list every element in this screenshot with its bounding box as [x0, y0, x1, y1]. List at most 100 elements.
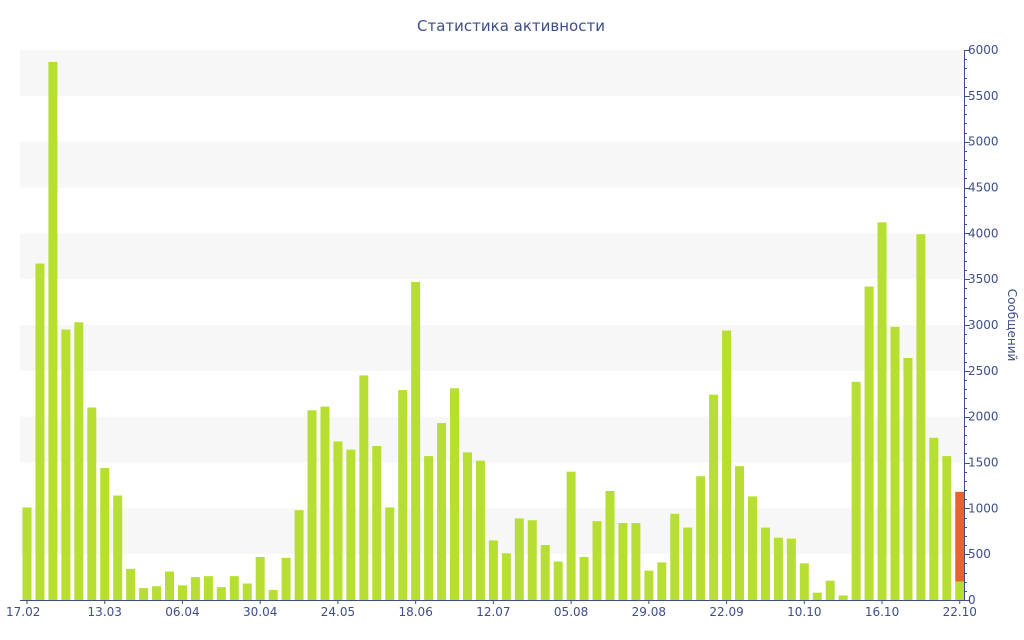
- y-tick-label: 5000: [968, 135, 999, 149]
- bar: [190, 577, 200, 600]
- bar: [722, 330, 732, 600]
- x-tick-label: 30.04: [243, 605, 277, 619]
- x-tick-label: 05.08: [554, 605, 588, 619]
- bar: [359, 375, 369, 600]
- bar: [152, 586, 162, 600]
- bar: [216, 587, 226, 600]
- y-tick-label: 4500: [968, 181, 999, 195]
- bar: [255, 556, 265, 600]
- bar: [398, 390, 408, 600]
- grid-bands: [20, 50, 964, 555]
- y-tick-label: 6000: [968, 43, 999, 57]
- bar: [307, 410, 317, 600]
- bar: [618, 523, 628, 600]
- y-tick-label: 3000: [968, 318, 999, 332]
- bar: [320, 406, 330, 600]
- bar: [22, 507, 32, 600]
- bar: [475, 460, 485, 600]
- bar: [696, 476, 706, 600]
- bar: [126, 568, 136, 600]
- chart-title: Статистика активности: [417, 17, 605, 35]
- y-tick-label: 1000: [968, 501, 999, 515]
- bar: [281, 557, 291, 600]
- bar: [735, 466, 745, 600]
- bar: [177, 585, 187, 600]
- x-tick-label: 18.06: [398, 605, 432, 619]
- bar: [165, 571, 175, 600]
- x-tick-label: 16.10: [865, 605, 899, 619]
- grid-band: [20, 233, 964, 280]
- bar-highlight: [955, 491, 965, 582]
- x-tick-label: 29.08: [632, 605, 666, 619]
- bar: [294, 510, 304, 600]
- bar: [411, 281, 421, 600]
- bar: [527, 520, 537, 600]
- bar: [709, 394, 719, 600]
- grid-band: [20, 416, 964, 463]
- bar: [877, 222, 887, 601]
- bar: [553, 561, 563, 600]
- bar: [579, 556, 589, 600]
- grid-band: [20, 325, 964, 371]
- x-tick-label: 10.10: [787, 605, 821, 619]
- x-tick-label: 17.02: [6, 605, 40, 619]
- bar: [812, 592, 822, 600]
- bar: [786, 538, 796, 600]
- bar: [890, 326, 900, 600]
- grid-band: [20, 50, 964, 96]
- bar: [799, 563, 809, 600]
- bar: [424, 456, 434, 600]
- bar: [35, 263, 45, 600]
- bar: [346, 449, 356, 600]
- x-tick-label: 22.10: [943, 605, 977, 619]
- bar: [670, 513, 680, 600]
- bars: [22, 61, 965, 601]
- bar: [644, 570, 654, 600]
- x-tick-label: 22.09: [709, 605, 743, 619]
- bar: [87, 407, 97, 600]
- bar: [605, 490, 615, 600]
- bar: [333, 441, 343, 600]
- bar: [903, 358, 913, 600]
- bar: [825, 580, 835, 600]
- bar: [566, 471, 576, 600]
- bar: [760, 527, 770, 600]
- x-tick-label: 24.05: [321, 605, 355, 619]
- y-tick-label: 5500: [968, 89, 999, 103]
- x-tick-label: 13.03: [88, 605, 122, 619]
- y-tick-label: 3500: [968, 272, 999, 286]
- bar: [929, 437, 939, 600]
- bar: [631, 523, 641, 600]
- bar: [74, 322, 84, 600]
- y-axis-label: Сообщений: [1005, 289, 1019, 362]
- y-tick-label: 500: [968, 547, 991, 561]
- y-tick-label: 2500: [968, 364, 999, 378]
- bar: [540, 545, 550, 600]
- bar: [385, 507, 395, 600]
- y-tick-label: 2000: [968, 410, 999, 424]
- bar: [61, 329, 71, 600]
- bar: [48, 61, 58, 600]
- bar: [657, 562, 667, 600]
- bar: [683, 527, 693, 600]
- bar: [942, 456, 952, 600]
- bar: [268, 589, 278, 600]
- x-tick-label: 06.04: [165, 605, 199, 619]
- x-tick-label: 12.07: [476, 605, 510, 619]
- y-tick-label: 1500: [968, 456, 999, 470]
- bar: [100, 468, 110, 600]
- bar: [229, 576, 239, 600]
- bar: [747, 496, 757, 600]
- bar: [773, 537, 783, 600]
- bar: [437, 423, 447, 600]
- bar: [113, 495, 123, 600]
- bar: [203, 576, 213, 600]
- grid-band: [20, 141, 964, 188]
- bar: [916, 234, 926, 600]
- bar: [514, 518, 524, 600]
- bar: [450, 388, 460, 600]
- bar: [242, 583, 252, 600]
- bar: [955, 581, 965, 600]
- y-tick-label: 0: [968, 593, 976, 607]
